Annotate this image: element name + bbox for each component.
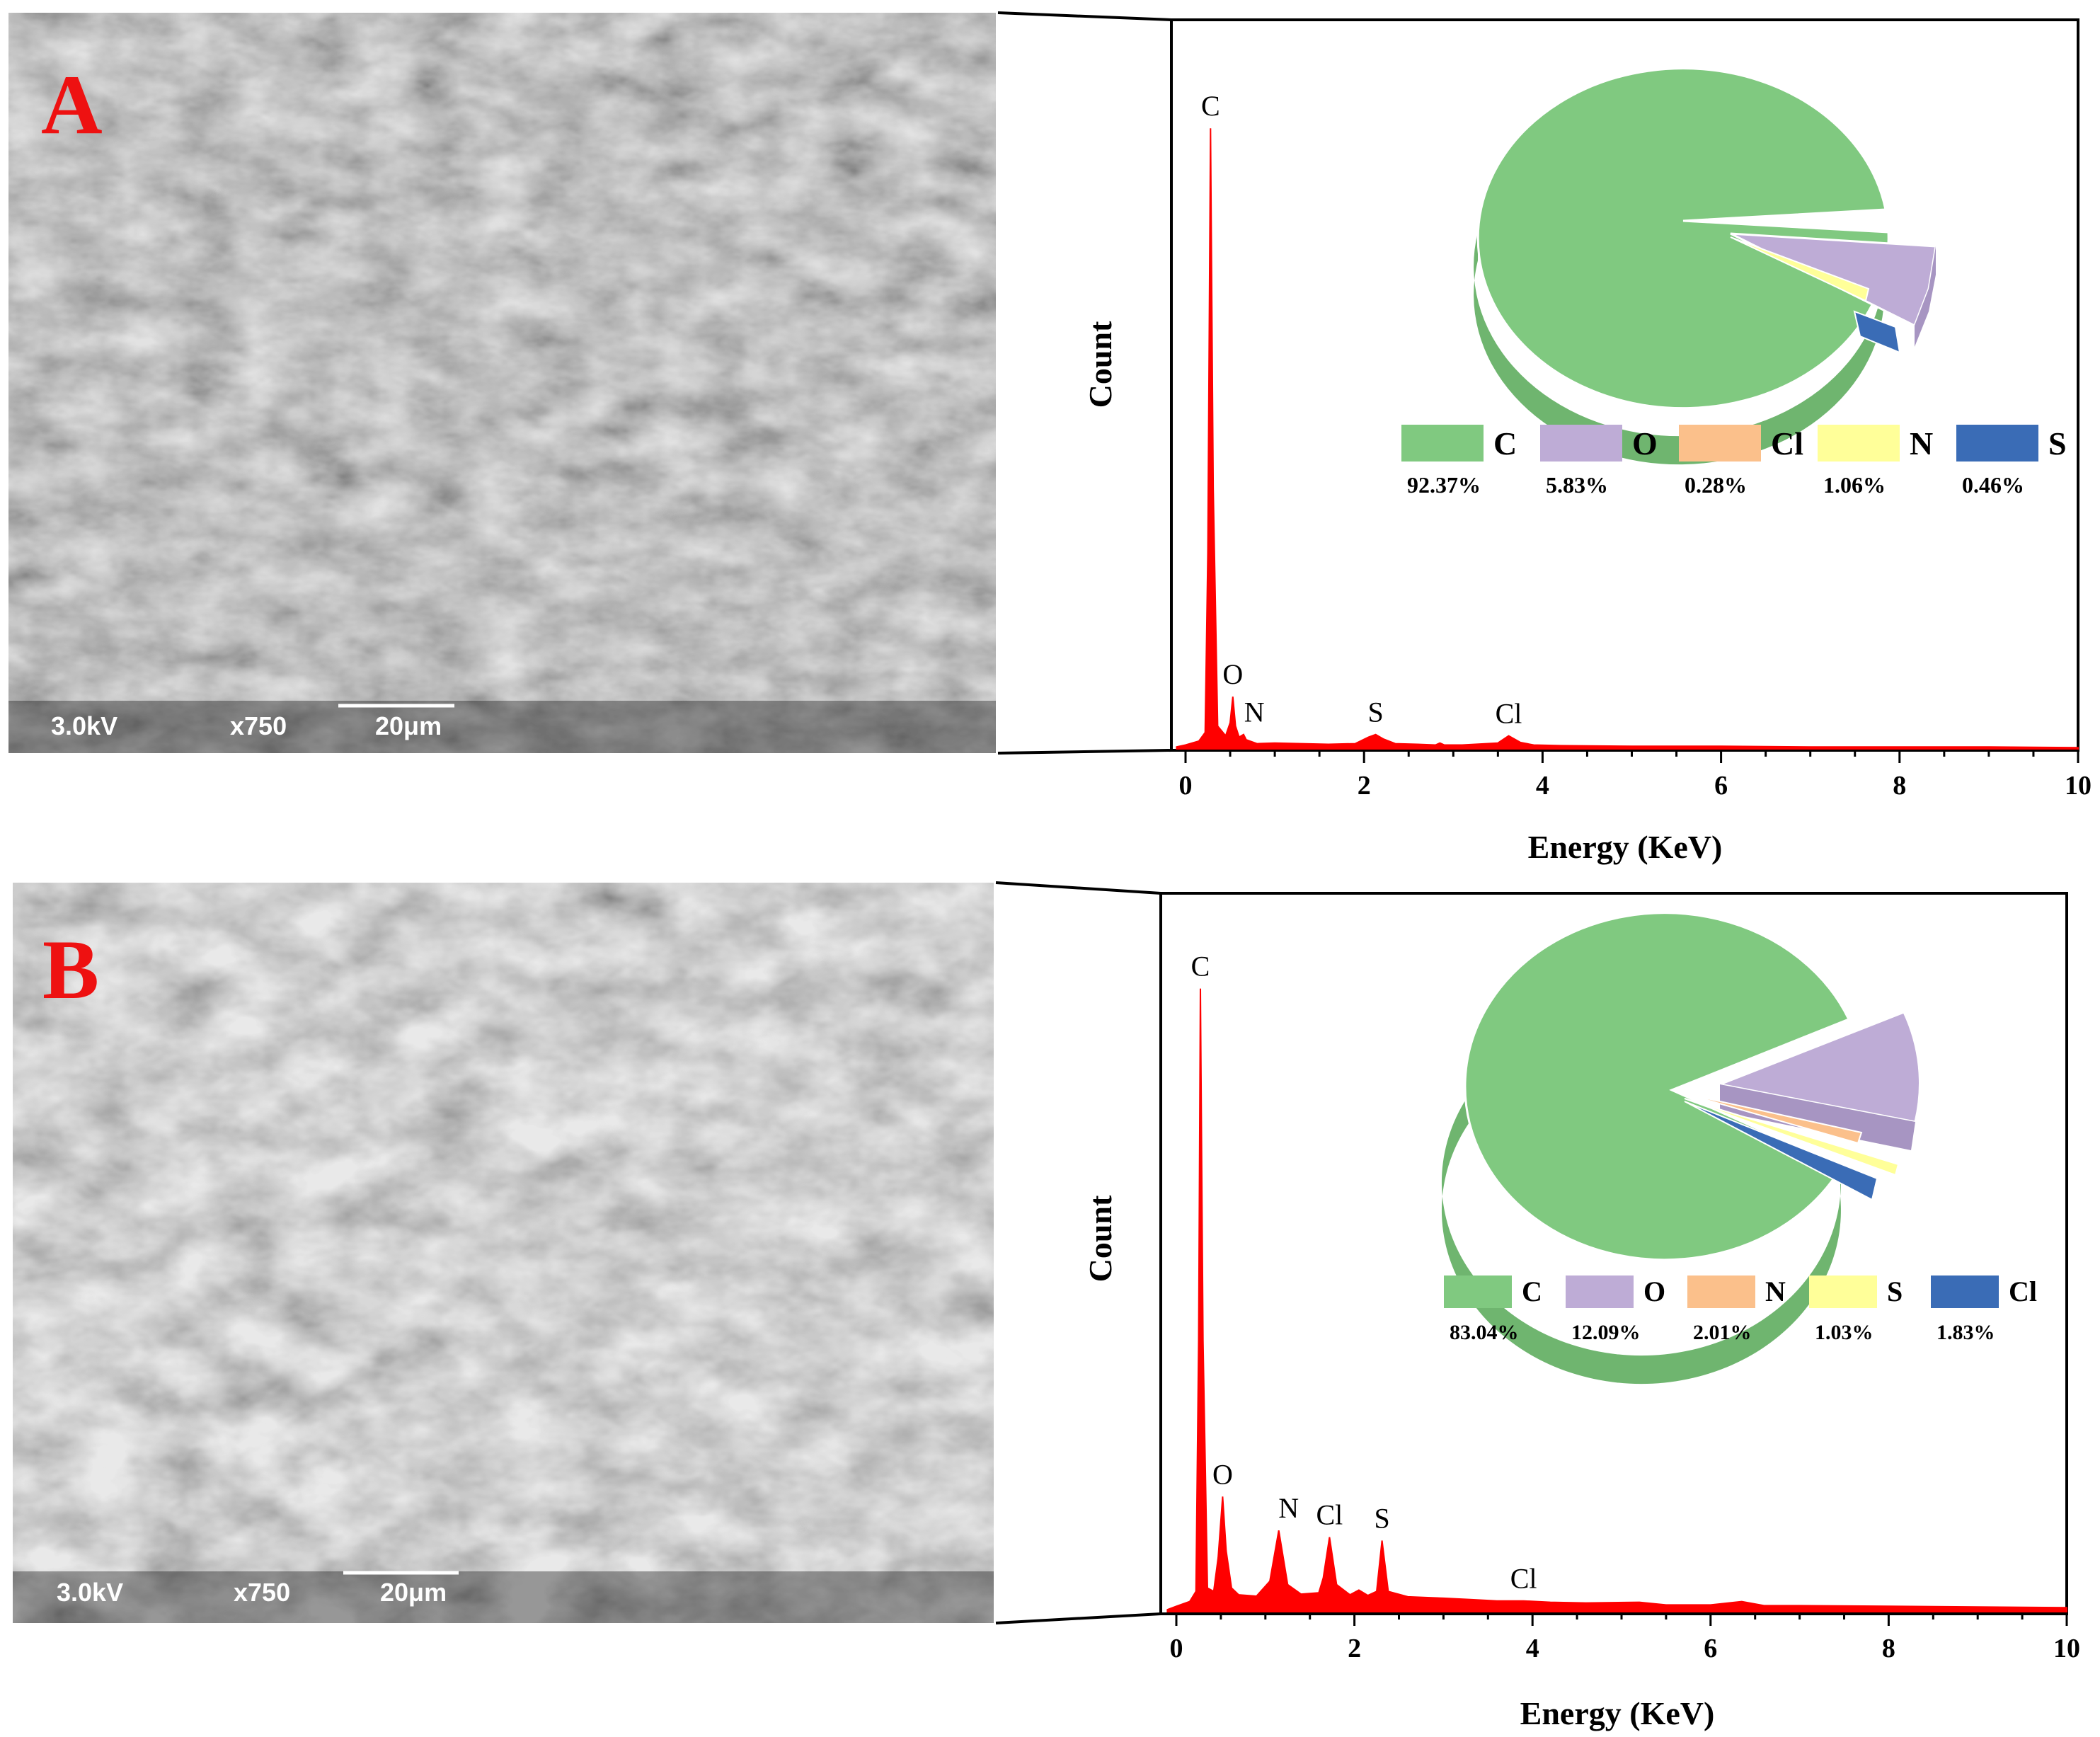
plot-frame (1159, 892, 2068, 1615)
x-tick-label: 10 (2053, 1634, 2080, 1663)
composition-pie (1441, 912, 1921, 1385)
composition-legend: C83.04% O12.09% N 2.01% S 1.03% Cl 1.83% (1444, 1275, 2037, 1344)
spectrum-line (1176, 128, 2079, 750)
y-axis-label: Count (1082, 1195, 1118, 1282)
x-tick-label: 0 (1179, 771, 1193, 801)
legend-element: C (1522, 1275, 1542, 1307)
x-tick-label: 6 (1704, 1634, 1717, 1663)
peak-label: Cl (1510, 1563, 1537, 1595)
legend-percent: 1.06% (1823, 472, 1886, 498)
legend-element: S (2048, 425, 2067, 462)
legend-element: N (1765, 1275, 1786, 1307)
zoom-line-top (995, 881, 1161, 895)
x-tick-label: 4 (1536, 771, 1549, 801)
eds-chart-b: 0 2 4 6 8 10 CON Cl SCl Energy (KeV) Count C83.… (1082, 892, 2080, 1731)
legend-element: C (1493, 425, 1517, 462)
legend-percent: 83.04% (1450, 1321, 1519, 1344)
composition-legend: C 92.37% O 5.83% Cl 0.28% N 1.06% S 0.46% (1401, 425, 2067, 498)
x-axis-label: Energy (KeV) (1528, 829, 1723, 865)
peak-label: N (1278, 1492, 1299, 1524)
legend-element: S (1887, 1275, 1903, 1307)
sem-voltage: 3.0kV (51, 711, 117, 740)
peak-label: Cl (1316, 1499, 1343, 1531)
pie-slice-s (1853, 310, 1901, 354)
legend-swatch (1931, 1275, 1999, 1308)
legend-percent: 1.83% (1937, 1321, 1995, 1344)
x-tick-label: 2 (1348, 1634, 1361, 1663)
legend-swatch (1809, 1275, 1877, 1308)
sem-magnification: x750 (234, 1578, 290, 1607)
pie-slice-n (1730, 236, 1870, 302)
legend-percent: 5.83% (1546, 472, 1608, 498)
pie-slice-c (1464, 912, 1851, 1261)
x-axis: 0 2 4 6 8 10 (1170, 1613, 2080, 1663)
pie-side-o (1915, 246, 1936, 347)
panel-letter: B (42, 922, 99, 1016)
panel-letter: A (41, 57, 103, 151)
peak-label: N (1244, 696, 1265, 728)
legend-element: Cl (1771, 425, 1803, 462)
sem-scale-label: 20μm (380, 1578, 447, 1607)
peak-label: C (1201, 90, 1220, 122)
legend-swatch (1956, 425, 2038, 462)
pie-slice-s (1684, 1098, 1900, 1176)
y-axis-label: Count (1082, 321, 1118, 408)
composition-pie (1474, 67, 1937, 465)
peak-label: O (1212, 1458, 1233, 1490)
pie-slice-cl (1684, 1101, 1878, 1201)
x-tick-label: 10 (2065, 771, 2092, 801)
legend-swatch (1444, 1275, 1512, 1308)
pie-side-o (1720, 1084, 1915, 1150)
zoom-line-bottom (995, 1612, 1161, 1624)
pie-slice-n (1684, 1093, 1863, 1145)
peak-label: C (1191, 951, 1210, 982)
spectrum-line (1166, 988, 2067, 1612)
legend-swatch (1818, 425, 1900, 462)
zoom-line-top (997, 11, 1172, 21)
legend-percent: 12.09% (1571, 1321, 1641, 1344)
peak-label: S (1374, 1503, 1389, 1535)
panel-a: 3.0kV x750 20μm A 0 2 4 6 8 10 CON S Cl Energy … (8, 11, 2092, 865)
peak-label: S (1367, 696, 1383, 728)
legend-swatch (1566, 1275, 1634, 1308)
legend-percent: 1.03% (1815, 1321, 1874, 1344)
x-tick-label: 8 (1893, 771, 1906, 801)
legend-percent: 92.37% (1407, 472, 1481, 498)
peak-labels: C ON S Cl (1201, 90, 1522, 729)
panel-b: 3.0kV x750 20μm B 0 2 4 6 8 10 C O N Cl S Cl Energ… (13, 881, 2080, 1731)
legend-percent: 0.46% (1962, 472, 2024, 498)
x-tick-label: 8 (1882, 1634, 1895, 1663)
sem-voltage: 3.0kV (57, 1578, 123, 1607)
legend-swatch (1401, 425, 1484, 462)
pie-slice-c (1476, 67, 1890, 410)
legend-element: N (1910, 425, 1933, 462)
peak-label: O (1222, 658, 1243, 690)
x-tick-label: 0 (1170, 1634, 1183, 1663)
legend-element: O (1643, 1275, 1665, 1307)
x-tick-label: 6 (1714, 771, 1728, 801)
plot-frame (1170, 18, 2079, 752)
x-axis: 0 2 4 6 8 10 (1179, 750, 2092, 801)
legend-percent: 0.28% (1685, 472, 1747, 498)
sem-scale-label: 20μm (375, 711, 442, 740)
x-tick-label: 2 (1358, 771, 1371, 801)
pie-slice-o (1716, 1011, 1921, 1123)
legend-swatch (1679, 425, 1761, 462)
peak-label: Cl (1496, 698, 1522, 730)
peak-labels: C O N Cl S Cl (1191, 951, 1537, 1595)
sem-image-b: 3.0kV x750 20μm B (13, 883, 994, 1623)
x-tick-label: 4 (1526, 1634, 1539, 1663)
legend-element: Cl (2009, 1275, 2037, 1307)
eds-chart-a: 0 2 4 6 8 10 CON S Cl Energy (KeV) Count C92.37… (1082, 18, 2092, 865)
sem-image-a: 3.0kV x750 20μm A (8, 13, 996, 753)
x-axis-label: Energy (KeV) (1520, 1695, 1715, 1731)
legend-swatch (1540, 425, 1622, 462)
legend-swatch (1687, 1275, 1755, 1308)
legend-element: O (1632, 425, 1658, 462)
legend-percent: 2.01% (1693, 1321, 1752, 1344)
zoom-line-bottom (997, 749, 1172, 755)
sem-magnification: x750 (230, 711, 287, 740)
